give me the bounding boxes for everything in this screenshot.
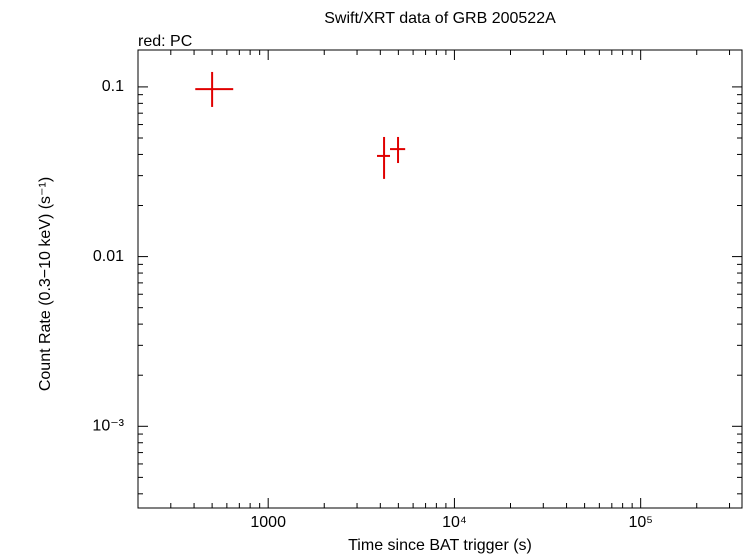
chart-title: Swift/XRT data of GRB 200522A xyxy=(324,10,556,27)
x-axis-label: Time since BAT trigger (s) xyxy=(348,537,532,554)
plot-frame xyxy=(137,49,743,509)
y-axis-label: Count Rate (0.3−10 keV) (s⁻¹) xyxy=(37,177,54,391)
x-tick-label: 10⁴ xyxy=(442,514,467,531)
y-tick-label: 0.01 xyxy=(93,248,124,265)
x-tick-label: 10⁵ xyxy=(628,514,652,531)
y-tick-label: 10⁻³ xyxy=(92,418,124,435)
y-tick-label: 0.1 xyxy=(102,78,124,95)
x-tick-label: 1000 xyxy=(250,514,286,531)
annotation: red: PC xyxy=(138,33,192,50)
